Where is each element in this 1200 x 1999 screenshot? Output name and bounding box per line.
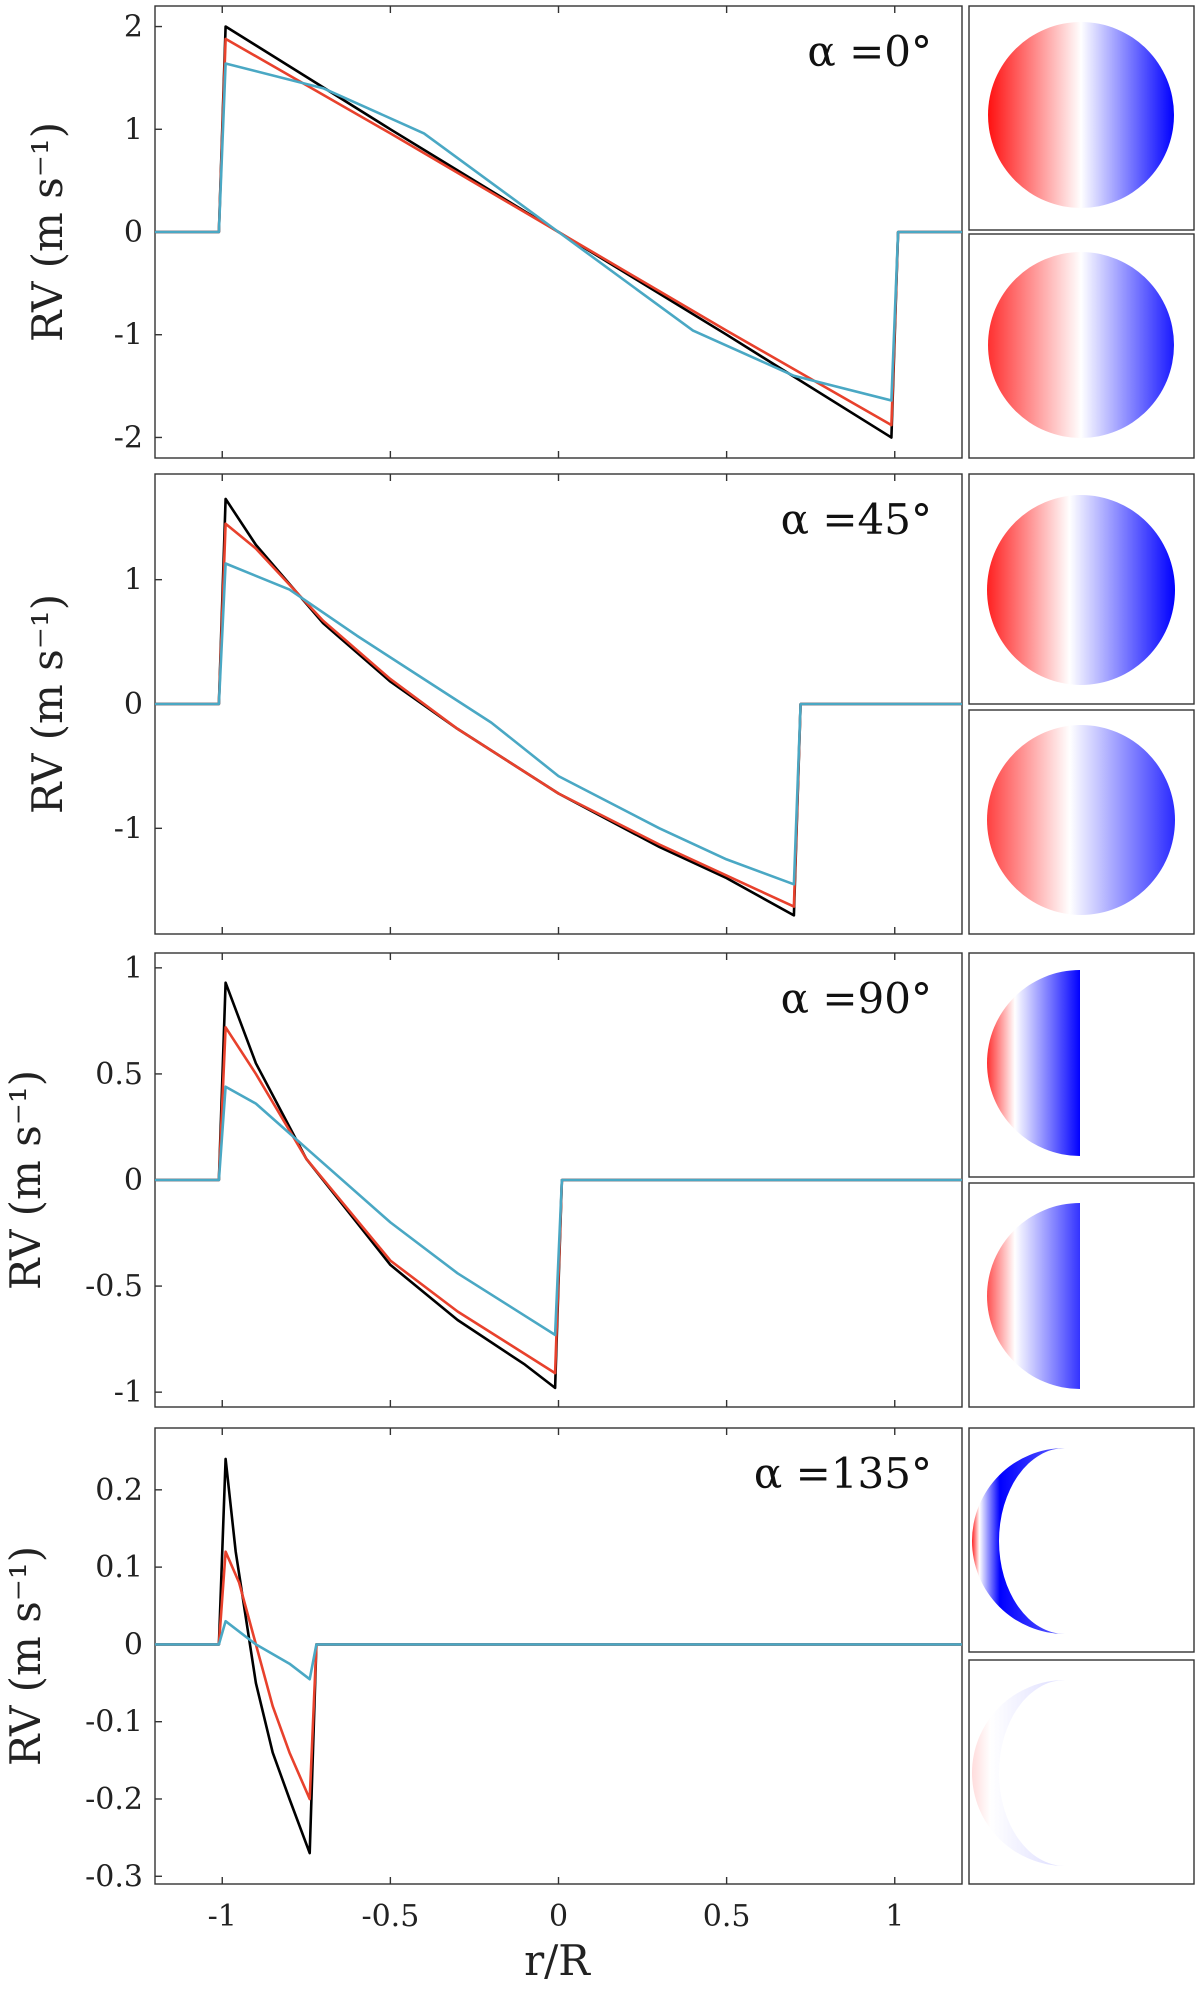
- y-tick-label: 0.5: [95, 1057, 143, 1092]
- series-line-teal: [155, 62, 962, 402]
- doppler-map-4a: [972, 1448, 1065, 1634]
- chart-panel-1: 2 1 0 -1 -2 RV (m s⁻¹) α =0°: [23, 5, 963, 459]
- panel-label: α =0°: [807, 27, 932, 76]
- map-frame-4b: [968, 1659, 1195, 1885]
- series-line-red: [155, 1550, 962, 1801]
- panel-label: α =45°: [781, 495, 932, 544]
- x-tick-label: -0.5: [361, 1899, 419, 1934]
- x-axis-label: r/R: [524, 1936, 591, 1985]
- x-tick-label: 0: [549, 1899, 568, 1934]
- y-tick-label: 0: [124, 1163, 143, 1198]
- panel-label: α =135°: [754, 1449, 932, 1498]
- y-axis-label: RV (m s⁻¹): [23, 594, 72, 814]
- map-frame-4a: [968, 1427, 1195, 1653]
- map-frame-1b: [968, 233, 1195, 459]
- x-tick-label: 0.5: [703, 1899, 751, 1934]
- y-tick-label: 0: [124, 687, 143, 722]
- map-frame-3a: [968, 952, 1195, 1178]
- series-line-teal: [155, 1085, 962, 1337]
- y-tick-label: 0: [124, 1627, 143, 1662]
- y-tick-label: -1: [114, 318, 143, 353]
- doppler-map-2b: [987, 725, 1175, 915]
- chart-panel-4: 0.2 0.1 0 -0.1 -0.2 -0.3 -1 -0.5 0 0.5 1 RV (m s⁻¹)…: [1, 1427, 963, 1934]
- map-frame-2a: [968, 473, 1195, 705]
- y-tick-label: -1: [114, 811, 143, 846]
- panel-label: α =90°: [781, 974, 932, 1023]
- series-line-teal: [155, 562, 962, 886]
- y-tick-label: 1: [124, 951, 143, 986]
- map-frame-1a: [968, 5, 1195, 231]
- y-axis-label: RV (m s⁻¹): [1, 1070, 50, 1290]
- chart-panel-2: 1 0 -1 RV (m s⁻¹) α =45°: [23, 473, 963, 935]
- y-tick-label: 1: [124, 112, 143, 147]
- y-tick-label: -2: [114, 420, 143, 455]
- y-tick-label: 0.1: [95, 1550, 143, 1585]
- doppler-map-2a: [987, 495, 1175, 685]
- doppler-map-1b: [988, 252, 1174, 438]
- y-tick-label: 0.2: [95, 1473, 143, 1508]
- y-tick-label: -1: [114, 1375, 143, 1410]
- y-tick-label: -0.2: [85, 1782, 143, 1817]
- x-tick-label: -1: [208, 1899, 237, 1934]
- y-tick-label: 1: [124, 563, 143, 598]
- y-axis-label: RV (m s⁻¹): [23, 122, 72, 342]
- doppler-map-4b: [972, 1680, 1065, 1866]
- series-line-teal: [155, 1619, 962, 1681]
- series-line-black: [155, 981, 962, 1390]
- doppler-map-3b: [987, 1203, 1080, 1389]
- x-tick-label: 1: [885, 1899, 904, 1934]
- doppler-map-3a: [987, 970, 1080, 1156]
- series-line-black: [155, 497, 962, 917]
- y-tick-label: 0: [124, 215, 143, 250]
- doppler-map-1a: [988, 22, 1174, 208]
- map-frame-3b: [968, 1182, 1195, 1408]
- chart-panel-3: 1 0.5 0 -0.5 -1 RV (m s⁻¹) α =90°: [1, 951, 963, 1410]
- y-tick-label: -0.5: [85, 1269, 143, 1304]
- y-tick-label: -0.1: [85, 1705, 143, 1740]
- y-tick-label: 2: [124, 10, 143, 45]
- doppler-maps: [968, 5, 1195, 1885]
- series-line-red: [155, 522, 962, 908]
- plots-layer: 2 1 0 -1 -2 RV (m s⁻¹) α =0° 1 0 -1 RV (m s⁻¹) α =4…: [1, 5, 963, 1934]
- map-frame-2b: [968, 709, 1195, 935]
- y-tick-label: -0.3: [85, 1859, 143, 1894]
- y-axis-label: RV (m s⁻¹): [1, 1546, 50, 1766]
